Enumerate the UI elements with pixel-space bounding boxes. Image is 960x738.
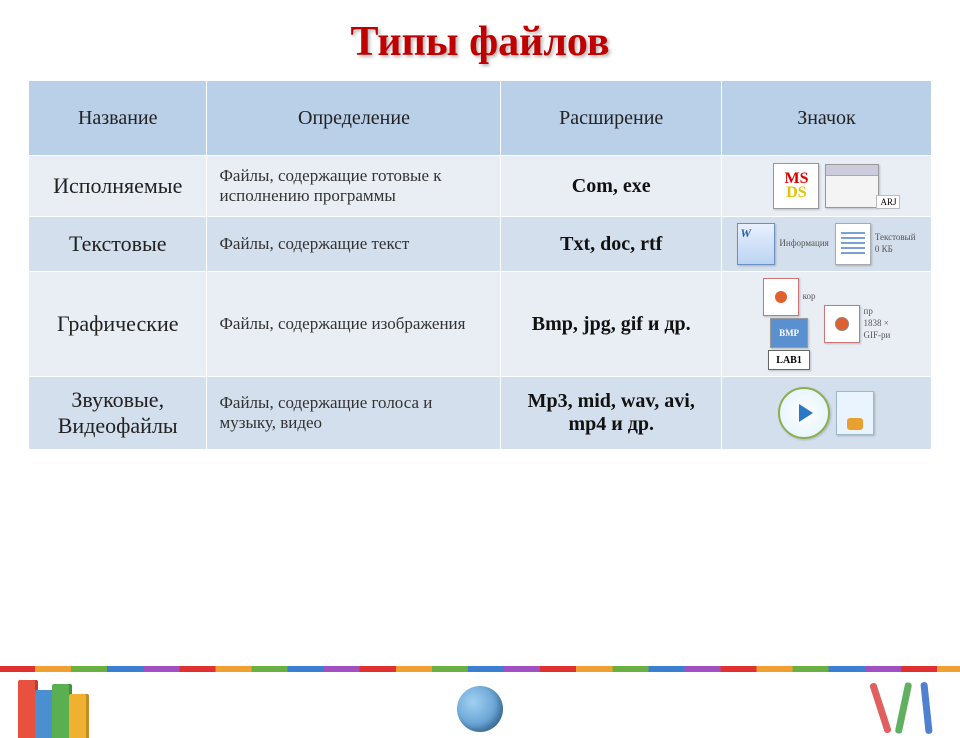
info-label: Информация xyxy=(779,239,828,249)
cell-icons: W Информация Текстовый 0 КБ xyxy=(721,217,931,272)
cell-definition: Файлы, содержащие изображения xyxy=(207,272,501,377)
globe-icon xyxy=(457,686,503,732)
cell-name: Звуковые, Видеофайлы xyxy=(29,377,207,450)
pr-meta: 1838 × xyxy=(864,319,889,329)
image-file-icon xyxy=(824,305,860,343)
cell-icons: коp BMP LAB1 пр 1838 × GIF-ри xyxy=(721,272,931,377)
cell-name: Текстовые xyxy=(29,217,207,272)
media-player-icon xyxy=(778,387,830,439)
txt-label: Текстовый xyxy=(875,233,916,243)
cell-extension: Bmp, jpg, gif и др. xyxy=(501,272,721,377)
table-row: Исполняемые Файлы, содержащие готовые к … xyxy=(29,156,932,217)
pr-meta2: GIF-ри xyxy=(864,331,891,341)
window-arj-icon: ARJ xyxy=(825,164,879,208)
pr-label: пр xyxy=(864,307,873,317)
books-icon xyxy=(18,680,86,738)
pencils-icon xyxy=(877,682,930,734)
cell-definition: Файлы, содержащие голоса и музыку, видео xyxy=(207,377,501,450)
cell-definition: Файлы, содержащие готовые к исполнению п… xyxy=(207,156,501,217)
word-doc-icon: W xyxy=(737,223,775,265)
image-file-icon xyxy=(763,278,799,316)
table-header-row: Название Определение Расширение Значок xyxy=(29,81,932,156)
cell-icons: MSDS ARJ xyxy=(721,156,931,217)
media-file-icon xyxy=(836,391,874,435)
txt-file-icon xyxy=(835,223,871,265)
col-header-name: Название xyxy=(29,81,207,156)
cell-name: Графические xyxy=(29,272,207,377)
col-header-definition: Определение xyxy=(207,81,501,156)
lab-icon: LAB1 xyxy=(768,350,810,370)
table-row: Звуковые, Видеофайлы Файлы, содержащие г… xyxy=(29,377,932,450)
cell-extension: Com, exe xyxy=(501,156,721,217)
txt-size: 0 КБ xyxy=(875,245,893,255)
col-header-extension: Расширение xyxy=(501,81,721,156)
col-header-icon: Значок xyxy=(721,81,931,156)
cell-extension: Mp3, mid, wav, avi, mp4 и др. xyxy=(501,377,721,450)
msdos-icon: MSDS xyxy=(773,163,819,209)
bmp-icon: BMP xyxy=(770,318,808,348)
file-types-table: Название Определение Расширение Значок И… xyxy=(28,80,932,450)
table-row: Графические Файлы, содержащие изображени… xyxy=(29,272,932,377)
kop-label: коp xyxy=(803,292,816,302)
cell-name: Исполняемые xyxy=(29,156,207,217)
cell-extension: Txt, doc, rtf xyxy=(501,217,721,272)
table-row: Текстовые Файлы, содержащие текст Txt, d… xyxy=(29,217,932,272)
cell-icons xyxy=(721,377,931,450)
cell-definition: Файлы, содержащие текст xyxy=(207,217,501,272)
slide-footer-decor xyxy=(0,666,960,738)
page-title: Типы файлов xyxy=(0,18,960,66)
paint-dot-icon xyxy=(835,317,849,331)
